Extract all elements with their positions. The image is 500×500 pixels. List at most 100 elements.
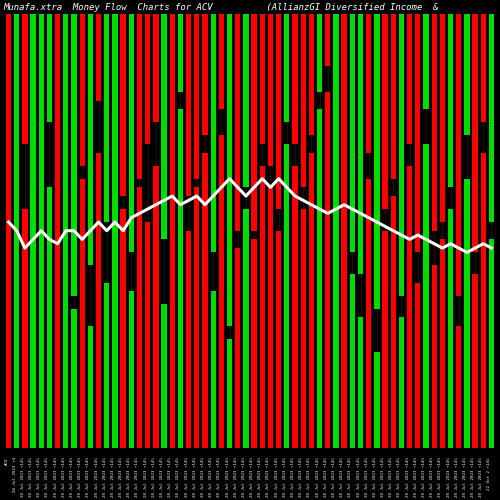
Bar xyxy=(128,14,134,252)
Bar xyxy=(120,209,126,448)
Bar xyxy=(227,14,232,326)
Bar xyxy=(80,14,85,166)
Bar xyxy=(489,14,494,222)
Bar xyxy=(6,14,11,404)
Bar xyxy=(170,144,175,448)
Bar xyxy=(120,14,126,196)
Bar xyxy=(194,14,200,178)
Bar xyxy=(284,14,290,122)
Bar xyxy=(366,14,372,152)
Bar xyxy=(472,14,478,252)
Bar xyxy=(72,14,76,296)
Bar xyxy=(235,248,240,448)
Bar xyxy=(300,209,306,448)
Bar xyxy=(162,304,166,448)
Bar xyxy=(14,296,20,448)
Bar xyxy=(308,14,314,136)
Bar xyxy=(145,14,150,144)
Bar xyxy=(128,292,134,448)
Text: Munafa.xtra  Money Flow  Charts for ACV          (AllianzGI Diversified Income  : Munafa.xtra Money Flow Charts for ACV (A… xyxy=(3,3,438,12)
Bar xyxy=(30,14,36,252)
Bar xyxy=(38,14,44,326)
Bar xyxy=(210,292,216,448)
Bar xyxy=(308,152,314,448)
Bar xyxy=(80,178,85,448)
Bar xyxy=(63,14,68,318)
Bar xyxy=(317,14,322,92)
Bar xyxy=(300,14,306,188)
Bar xyxy=(63,274,68,448)
Bar xyxy=(399,318,404,448)
Bar xyxy=(472,274,478,448)
Bar xyxy=(448,14,453,188)
Bar xyxy=(202,14,207,136)
Bar xyxy=(325,92,330,448)
Bar xyxy=(407,166,412,448)
Bar xyxy=(382,230,388,448)
Bar xyxy=(186,14,192,196)
Bar xyxy=(268,14,273,166)
Bar xyxy=(260,14,265,144)
Bar xyxy=(432,266,437,448)
Bar xyxy=(218,14,224,110)
Bar xyxy=(6,266,11,448)
Bar xyxy=(30,196,36,448)
Bar xyxy=(260,166,265,448)
Bar xyxy=(390,14,396,178)
Bar xyxy=(104,282,110,448)
Bar xyxy=(194,188,200,448)
Bar xyxy=(334,370,338,448)
Bar xyxy=(268,188,273,448)
Bar xyxy=(374,14,380,309)
Bar xyxy=(96,152,101,448)
Bar xyxy=(292,14,298,144)
Bar xyxy=(448,209,453,448)
Bar xyxy=(366,178,372,448)
Bar xyxy=(317,110,322,448)
Bar xyxy=(464,178,469,448)
Bar xyxy=(424,14,428,110)
Bar xyxy=(456,326,462,448)
Bar xyxy=(252,240,257,448)
Bar xyxy=(145,222,150,448)
Bar xyxy=(55,152,60,448)
Bar xyxy=(358,14,363,274)
Bar xyxy=(72,309,76,448)
Bar xyxy=(432,14,437,230)
Bar xyxy=(112,14,117,274)
Bar xyxy=(350,274,355,448)
Bar xyxy=(210,14,216,252)
Bar xyxy=(153,14,158,122)
Bar xyxy=(104,14,110,222)
Bar xyxy=(14,14,20,448)
Bar xyxy=(489,240,494,448)
Bar xyxy=(292,166,298,448)
Bar xyxy=(374,352,380,448)
Bar xyxy=(162,14,166,239)
Bar xyxy=(382,14,388,209)
Bar xyxy=(399,14,404,296)
Bar xyxy=(112,240,117,448)
Bar xyxy=(96,14,101,101)
Bar xyxy=(415,14,420,252)
Bar xyxy=(55,14,60,239)
Bar xyxy=(284,144,290,448)
Bar xyxy=(424,144,428,448)
Bar xyxy=(243,209,248,448)
Bar xyxy=(390,196,396,448)
Bar xyxy=(47,14,52,122)
Bar xyxy=(350,14,355,252)
Bar xyxy=(276,14,281,209)
Bar xyxy=(456,14,462,296)
Bar xyxy=(480,14,486,122)
Bar xyxy=(276,230,281,448)
Bar xyxy=(252,14,257,230)
Bar xyxy=(88,14,93,266)
Bar xyxy=(202,152,207,448)
Bar xyxy=(38,252,44,448)
Bar xyxy=(342,14,347,448)
Bar xyxy=(440,14,445,222)
Bar xyxy=(407,14,412,144)
Bar xyxy=(464,14,469,136)
Bar xyxy=(235,14,240,230)
